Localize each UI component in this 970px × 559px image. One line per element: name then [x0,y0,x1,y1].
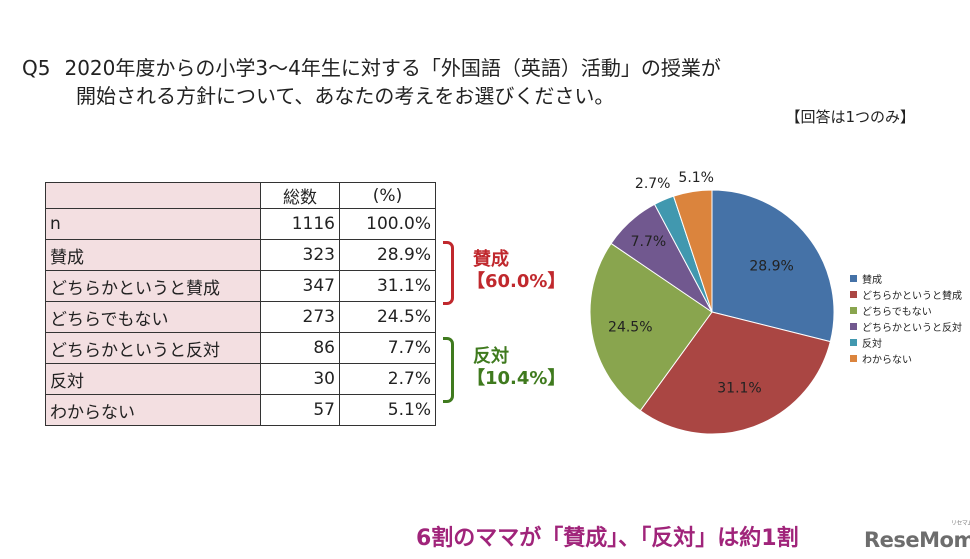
table-row: わからない 57 5.1% [45,394,436,426]
row-count: 273 [260,301,340,333]
pie-slice [711,189,835,343]
table-row: どちらかというと賛成 347 31.1% [45,270,436,302]
legend-item: どちらでもない [850,302,962,318]
header-percent: (%) [339,182,436,209]
table-row: 賛成 323 28.9% [45,239,436,271]
row-count: 57 [260,394,340,426]
pie-slice [639,311,831,435]
header-total: 総数 [260,182,340,209]
row-label: どちらでもない [45,301,261,333]
legend-swatch [850,338,857,346]
pie-data-label: 28.9% [749,259,793,275]
row-percent: 31.1% [339,270,436,302]
table-corner-cell [45,182,261,209]
brand-logo-text: ReseMom [864,528,970,552]
pie-data-label: 31.1% [717,381,761,397]
pie-slice [672,189,713,313]
row-label: わからない [45,394,261,426]
row-count: 86 [260,332,340,364]
legend-item: 賛成 [850,270,962,286]
legend-swatch [850,322,857,330]
oppose-group-title: 反対 [473,346,509,367]
pie-data-label: 2.7% [635,176,671,192]
row-percent: 24.5% [339,301,436,333]
row-label: どちらかというと反対 [45,332,261,364]
answer-note: 【回答は1つのみ】 [785,108,915,126]
row-count: 347 [260,270,340,302]
brand-logo: ReseMom リセマム [864,520,970,552]
legend-label: わからない [862,354,912,366]
row-percent: 7.7% [339,332,436,364]
pie-slice [589,242,713,412]
question-text-1: 2020年度からの小学3～4年生に対する「外国語（英語）活動」の授業が [64,56,721,80]
agree-bracket [443,241,454,305]
legend-swatch [850,290,857,298]
agree-group-title: 賛成 [473,249,509,270]
row-label: n [45,208,261,240]
question-number: Q5 [22,56,51,80]
summary-caption: 6割のママが「賛成」、「反対」は約1割 [416,526,799,551]
legend-label: どちらかというと賛成 [862,290,962,302]
question-line-1: Q5 2020年度からの小学3～4年生に対する「外国語（英語）活動」の授業が [22,52,721,81]
chart-legend: 賛成 どちらかというと賛成 どちらでもない どちらかというと反対 反対 わからな… [850,270,962,366]
row-count: 323 [260,239,340,271]
oppose-bracket [443,337,454,403]
legend-item: どちらかというと反対 [850,318,962,334]
table-header-row: 総数 (%) [45,182,436,209]
legend-item: わからない [850,350,962,366]
row-label: 反対 [45,363,261,395]
table-row: どちらかというと反対 86 7.7% [45,332,436,364]
row-percent: 2.7% [339,363,436,395]
legend-label: どちらかというと反対 [862,322,962,334]
legend-swatch [850,306,857,314]
agree-group-label: 賛成 【60.0%】 [467,249,565,293]
legend-label: 反対 [862,338,882,350]
question-line-2: 開始される方針について、あなたの考えをお選びください。 [76,84,615,108]
row-percent: 100.0% [339,208,436,240]
oppose-group-value: 【10.4%】 [467,368,566,389]
table-row: 反対 30 2.7% [45,363,436,395]
table-row: n 1116 100.0% [45,208,436,240]
legend-item: 反対 [850,334,962,350]
pie-data-label: 5.1% [678,170,714,186]
oppose-group-label: 反対 【10.4%】 [467,346,565,390]
brand-logo-tag: リセマム [950,520,970,527]
legend-label: 賛成 [862,274,882,286]
legend-item: どちらかというと賛成 [850,286,962,302]
legend-swatch [850,274,857,282]
pie-chart: 28.9% 31.1% 24.5% 7.7% 2.7% 5.1% [589,170,835,435]
row-percent: 5.1% [339,394,436,426]
pie-data-label: 7.7% [631,234,667,250]
row-label: どちらかというと賛成 [45,270,261,302]
pie-data-label: 24.5% [608,319,652,335]
agree-group-value: 【60.0%】 [467,271,566,292]
legend-label: どちらでもない [862,306,932,318]
row-percent: 28.9% [339,239,436,271]
results-table: 総数 (%) n 1116 100.0% 賛成 323 28.9% どちらかとい… [45,182,436,426]
row-label: 賛成 [45,239,261,271]
table-row: どちらでもない 273 24.5% [45,301,436,333]
row-count: 1116 [260,208,340,240]
row-count: 30 [260,363,340,395]
legend-swatch [850,354,857,362]
